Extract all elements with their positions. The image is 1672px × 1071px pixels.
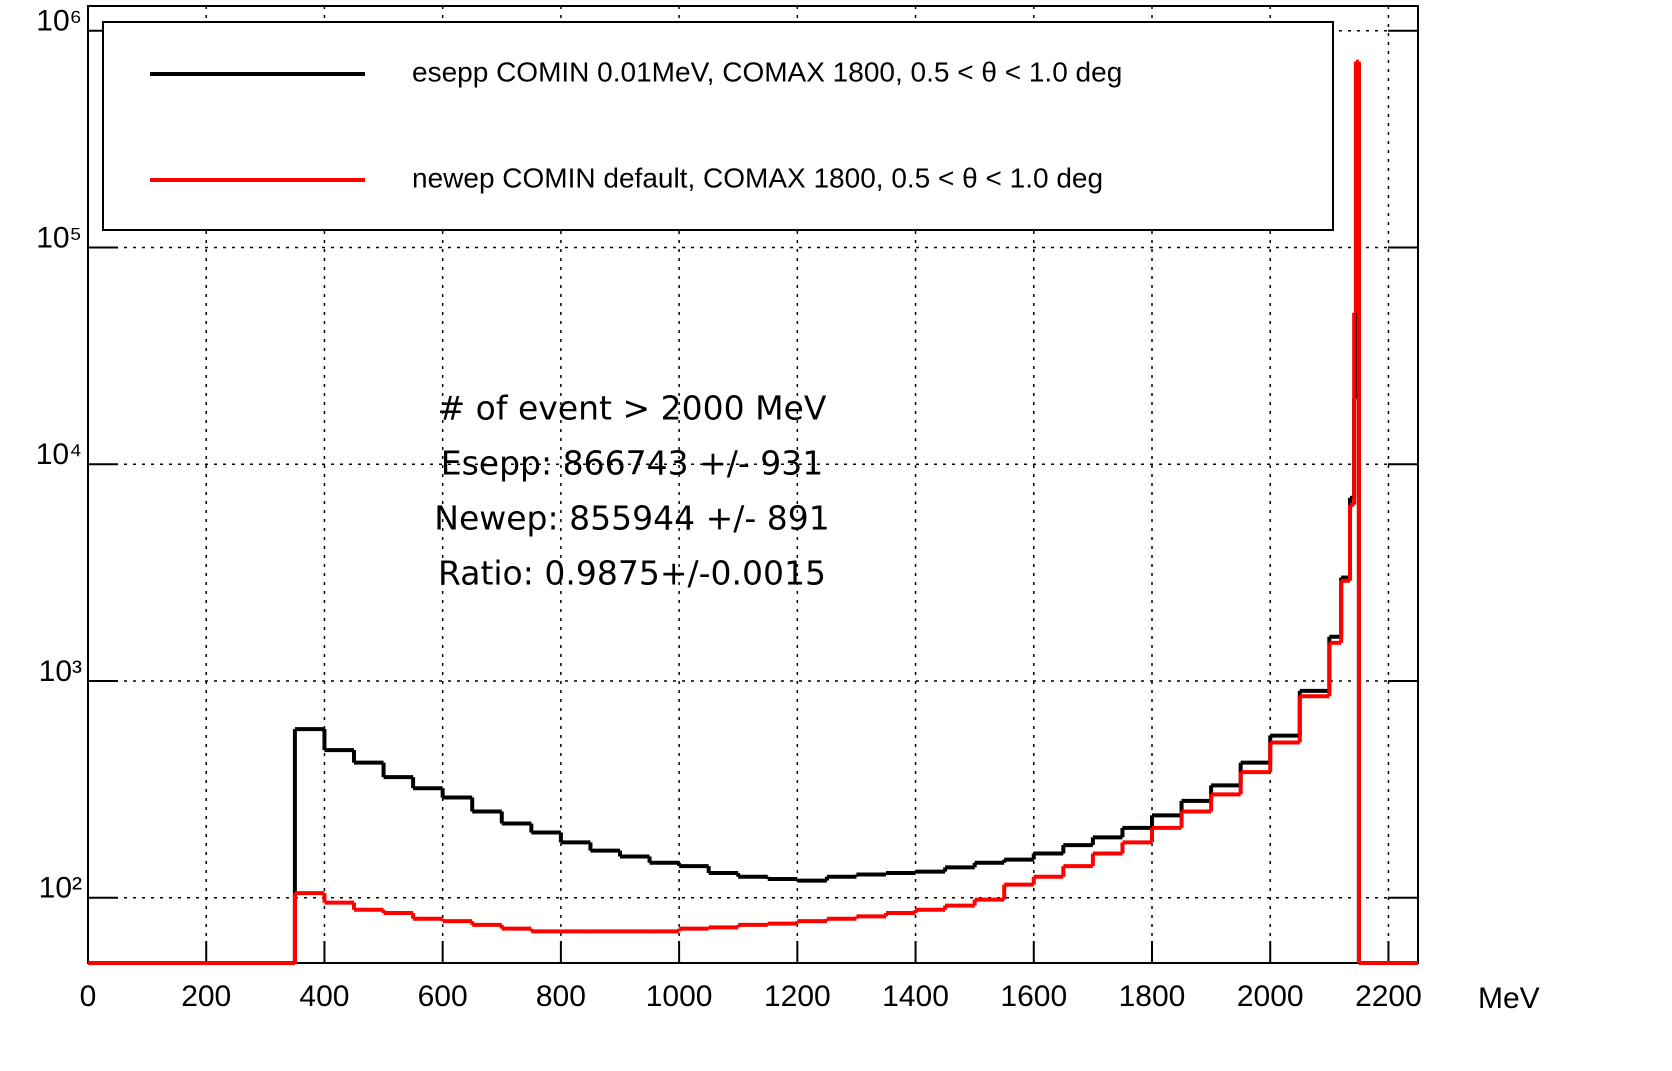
x-tick-label: 1200 <box>764 980 831 1013</box>
x-tick-label: 400 <box>299 980 349 1013</box>
x-tick-label: 1600 <box>1000 980 1067 1013</box>
legend-box <box>102 21 1334 231</box>
y-tick-label: 10⁴ <box>36 438 82 471</box>
y-tick-label: 10⁵ <box>36 221 82 254</box>
annotation: # of event > 2000 MeV <box>438 389 827 428</box>
y-tick-label: 10² <box>39 872 82 905</box>
y-tick-label: 10⁶ <box>36 5 82 38</box>
x-tick-label: 2000 <box>1237 980 1304 1013</box>
x-tick-label: 2200 <box>1355 980 1422 1013</box>
x-axis-label: MeV <box>1478 982 1540 1015</box>
x-tick-label: 200 <box>181 980 231 1013</box>
x-tick-label: 0 <box>80 980 97 1013</box>
legend-label: esepp COMIN 0.01MeV, COMAX 1800, 0.5 < θ… <box>412 56 1122 87</box>
annotation: Newep: 855944 +/- 891 <box>434 499 829 538</box>
x-tick-label: 800 <box>536 980 586 1013</box>
x-tick-label: 600 <box>418 980 468 1013</box>
x-tick-label: 1800 <box>1119 980 1186 1013</box>
annotation: Ratio: 0.9875+/-0.0015 <box>438 554 826 593</box>
x-tick-label: 1400 <box>882 980 949 1013</box>
annotation: Esepp: 866743 +/- 931 <box>441 444 823 483</box>
x-tick-label: 1000 <box>646 980 713 1013</box>
y-tick-label: 10³ <box>39 655 82 688</box>
legend-label: newep COMIN default, COMAX 1800, 0.5 < θ… <box>412 162 1103 193</box>
